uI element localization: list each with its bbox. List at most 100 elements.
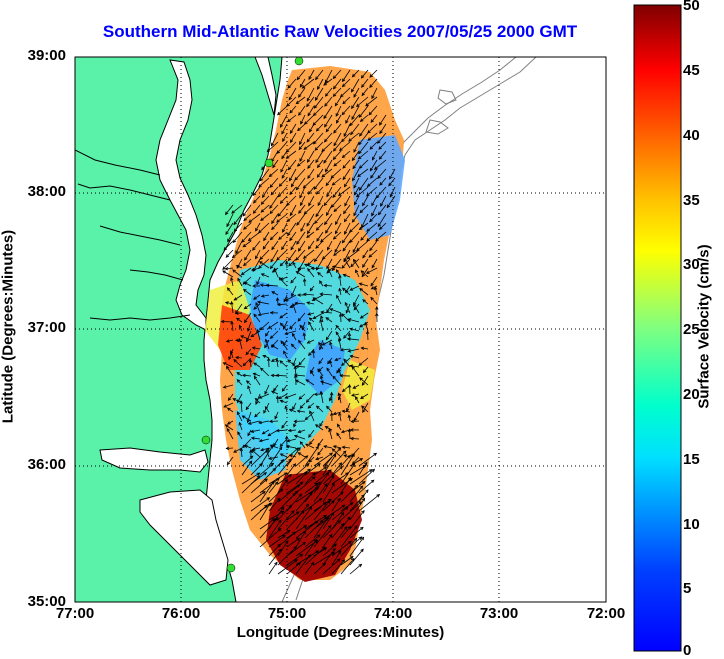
velocity-vector-head — [292, 492, 297, 497]
velocity-vector-head — [226, 287, 231, 291]
velocity-vector-head — [299, 324, 303, 329]
velocity-vector — [278, 277, 288, 287]
velocity-vector-head — [319, 390, 324, 395]
velocity-vector — [296, 271, 306, 278]
velocity-vector-head — [324, 103, 328, 107]
velocity-vector — [348, 348, 360, 352]
velocity-vector-head — [289, 212, 294, 217]
velocity-vector — [237, 431, 243, 440]
velocity-vector-head — [328, 469, 332, 473]
velocity-vector — [312, 114, 324, 126]
velocity-vector-head — [277, 528, 282, 532]
velocity-vector — [317, 447, 324, 456]
velocity-vector-head — [289, 177, 293, 182]
velocity-vector-head — [325, 128, 330, 133]
velocity-vector-head — [258, 420, 263, 425]
velocity-vector — [320, 293, 333, 296]
velocity-vector — [369, 141, 378, 150]
velocity-vector-head — [323, 82, 327, 86]
velocity-vector — [338, 368, 342, 377]
velocity-vector — [340, 348, 351, 351]
velocity-vector-head — [341, 388, 346, 393]
velocity-vector-head — [333, 208, 338, 212]
velocity-vector-head — [377, 140, 381, 144]
velocity-vector — [349, 365, 360, 368]
velocity-vector-head — [253, 362, 257, 366]
velocity-vector — [342, 78, 351, 87]
velocity-vector — [252, 347, 261, 350]
velocity-vector-head — [264, 478, 268, 482]
velocity-vector — [298, 357, 306, 366]
potomac-river — [77, 183, 171, 201]
velocity-vector-head — [297, 452, 302, 456]
velocity-vector — [304, 114, 315, 125]
velocity-vector-head — [371, 95, 375, 100]
velocity-vector-head — [335, 269, 340, 273]
velocity-vector-head — [332, 445, 337, 449]
velocity-vector — [361, 213, 369, 228]
velocity-vector-head — [240, 335, 244, 339]
velocity-vector — [358, 469, 375, 485]
velocity-vector — [298, 429, 306, 433]
velocity-vector-head — [226, 421, 231, 425]
velocity-vector — [313, 483, 328, 503]
velocity-vector — [239, 325, 243, 332]
velocity-vector-head — [293, 423, 297, 428]
velocity-vector-head — [380, 203, 384, 207]
velocity-vector — [339, 412, 342, 422]
york-river — [129, 269, 184, 281]
velocity-vector-head — [327, 525, 332, 529]
velocity-vector — [313, 177, 324, 190]
velocity-vector-head — [342, 287, 346, 292]
velocity-vector-head — [299, 194, 303, 199]
velocity-vector-head — [365, 489, 369, 493]
velocity-vector-head — [325, 471, 330, 476]
velocity-vector — [230, 350, 234, 359]
velocity-vector — [353, 411, 360, 421]
velocity-vector-head — [308, 441, 313, 445]
velocity-vector-head — [227, 397, 232, 402]
velocity-vector-head — [333, 163, 337, 167]
velocity-vector-head — [271, 291, 276, 295]
velocity-vector-head — [316, 86, 321, 90]
velocity-vector-head — [332, 411, 337, 416]
velocity-vector-head — [274, 561, 278, 566]
velocity-vector-head — [366, 192, 370, 197]
colorbar — [633, 4, 682, 652]
velocity-vector-head — [354, 396, 359, 400]
velocity-vector-head — [378, 226, 383, 231]
velocity-vector — [355, 269, 360, 278]
velocity-vector-head — [266, 148, 271, 153]
velocity-vector — [370, 168, 378, 179]
velocity-vector — [369, 69, 378, 78]
velocity-vector — [322, 548, 336, 566]
velocity-vector-head — [241, 415, 246, 419]
velocity-vector — [298, 105, 306, 116]
velocity-vector-head — [369, 247, 373, 252]
velocity-vector — [335, 105, 342, 117]
velocity-vector-head — [315, 245, 319, 249]
velocity-vector — [268, 548, 282, 566]
velocity-vector — [285, 294, 297, 301]
velocity-vector — [298, 204, 306, 214]
velocity-vector-head — [343, 218, 348, 223]
velocity-vector-head — [233, 297, 238, 301]
velocity-vector — [277, 484, 300, 503]
velocity-vector-head — [298, 247, 302, 252]
velocity-vector — [270, 186, 279, 195]
velocity-vector — [361, 267, 369, 277]
velocity-vector-head — [276, 497, 281, 502]
velocity-vector — [237, 278, 243, 287]
velocity-vector — [350, 258, 360, 267]
velocity-vector — [349, 464, 367, 476]
velocity-vector — [250, 491, 266, 503]
velocity-vector — [290, 240, 297, 250]
velocity-vector — [268, 488, 283, 503]
velocity-vector — [316, 123, 324, 132]
velocity-vector-head — [337, 337, 342, 342]
velocity-vector-head — [251, 449, 255, 453]
velocity-vector-head — [344, 231, 348, 235]
velocity-vector — [259, 517, 279, 539]
velocity-vector-head — [386, 204, 390, 209]
x-tick-label: 77:00 — [55, 605, 95, 622]
